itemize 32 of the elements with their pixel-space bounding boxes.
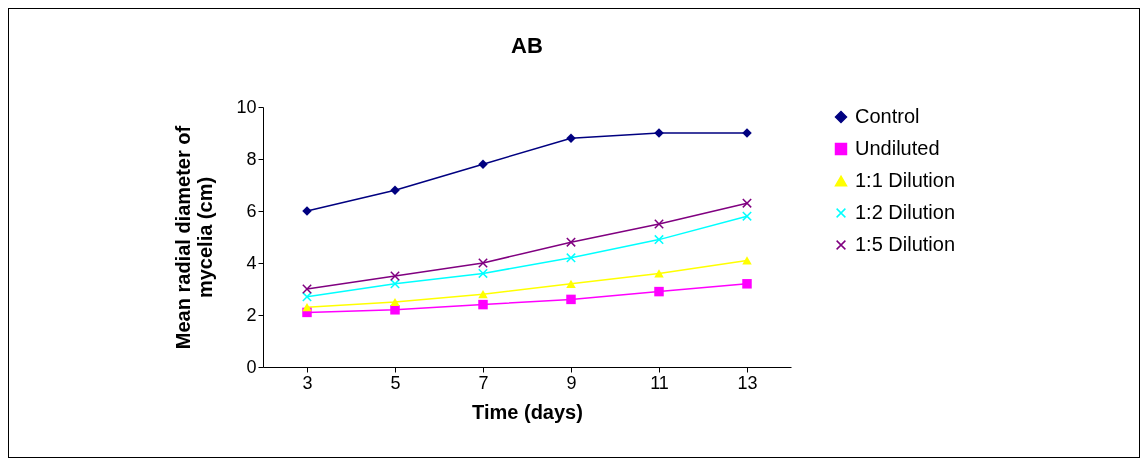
x-tick-label: 9 (566, 372, 577, 393)
y-tick-label: 10 (236, 96, 257, 117)
y-tick-label: 6 (246, 200, 257, 221)
x-axis-title: Time (days) (472, 400, 583, 423)
x-tick-label: 13 (737, 372, 758, 393)
point (302, 284, 312, 294)
point (478, 268, 488, 279)
point (654, 234, 664, 245)
x-tick-label: 5 (390, 372, 401, 393)
point (478, 258, 488, 268)
legend-label: 1:5 Dilution (855, 233, 956, 255)
point (742, 211, 752, 222)
y-tick-label: 4 (246, 252, 257, 273)
chart-title: AB (511, 33, 543, 58)
legend-label: Control (855, 105, 920, 127)
x-tick-label: 7 (478, 372, 489, 393)
legend-label: 1:2 Dilution (855, 201, 956, 223)
x-tick-label: 3 (302, 372, 313, 393)
point (302, 291, 312, 302)
y-tick-label: 2 (246, 304, 257, 325)
point (390, 271, 400, 281)
point (566, 252, 576, 263)
y-tick-label: 0 (246, 356, 257, 377)
y-axis-title: Mean radial diameter of mycelia (cm) (172, 125, 217, 350)
y-tick-label: 8 (246, 148, 257, 169)
point (390, 278, 400, 289)
point (742, 198, 752, 209)
legend-label: 1:1 Dilution (855, 169, 956, 191)
point (566, 237, 576, 248)
legend-label: Undiluted (855, 137, 940, 159)
point (654, 219, 664, 229)
x-tick-label: 11 (650, 372, 669, 393)
